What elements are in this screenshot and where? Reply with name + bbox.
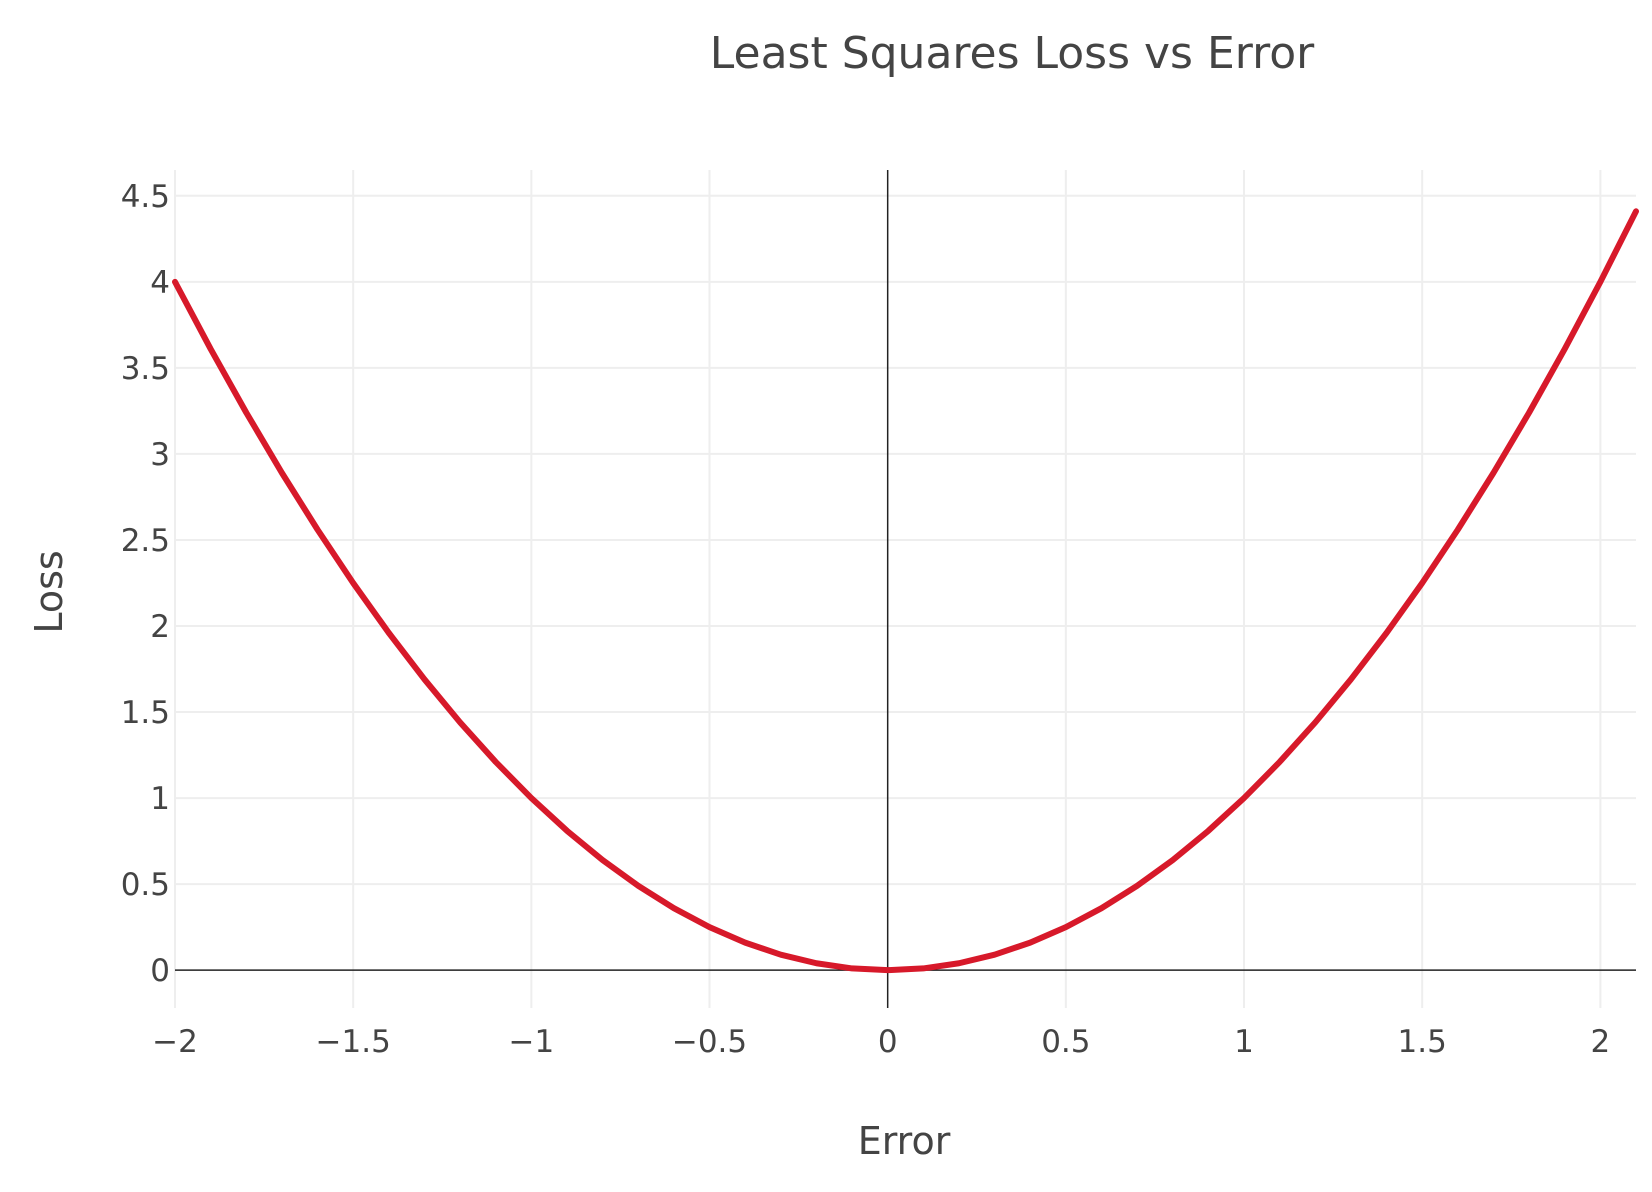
grid-layer: [174, 170, 1636, 1008]
series-layer: [172, 208, 1639, 974]
x-tick-labels: −2 −1.5 −1 −0.5 0 0.5 1 1.5 2: [152, 1024, 1610, 1060]
x-tick-label: 1.5: [1398, 1024, 1447, 1060]
x-tick-label: 1: [1234, 1024, 1254, 1060]
x-axis-title: Error: [858, 1119, 951, 1163]
y-tick-label: 4: [150, 265, 170, 301]
y-tick-label: 1: [150, 781, 170, 817]
y-tick-label: 3: [150, 437, 170, 473]
y-tick-label: 0.5: [121, 867, 170, 903]
x-tick-label: −0.5: [672, 1024, 747, 1060]
x-tick-label: −1: [508, 1024, 554, 1060]
x-tick-label: 2: [1590, 1024, 1610, 1060]
y-tick-label: 0: [150, 953, 170, 989]
y-tick-labels: 0 0.5 1 1.5 2 2.5 3 3.5 4 4.5: [121, 179, 170, 989]
y-tick-label: 3.5: [121, 351, 170, 387]
y-axis-title: Loss: [27, 550, 71, 633]
x-tick-label: 0.5: [1041, 1024, 1090, 1060]
chart-title: Least Squares Loss vs Error: [710, 28, 1315, 79]
y-tick-label: 1.5: [121, 695, 170, 731]
series-line: [172, 208, 1639, 974]
x-tick-label: −2: [152, 1024, 198, 1060]
y-tick-label: 4.5: [121, 179, 170, 215]
x-tick-label: −1.5: [316, 1024, 391, 1060]
y-tick-label: 2: [150, 609, 170, 645]
y-tick-label: 2.5: [121, 523, 170, 559]
x-tick-label: 0: [878, 1024, 898, 1060]
